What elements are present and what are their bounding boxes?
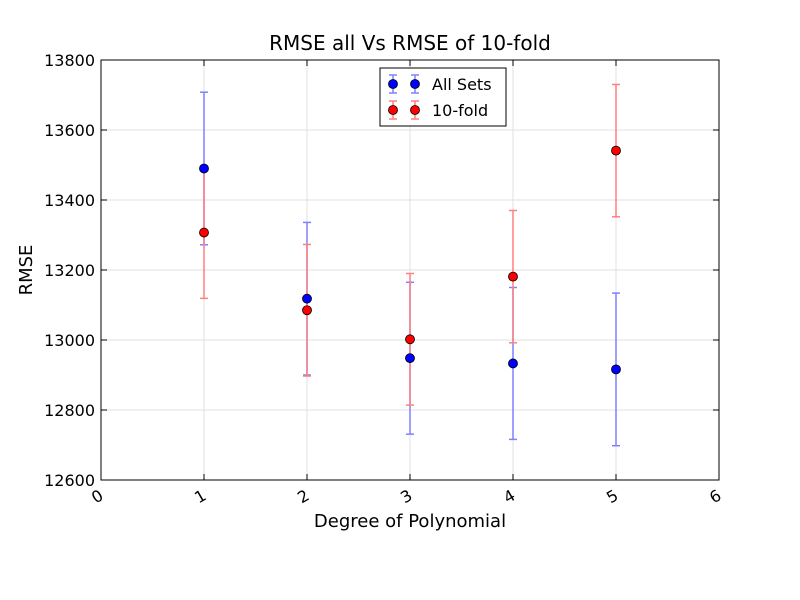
legend-label: 10-fold	[432, 101, 488, 120]
data-point	[508, 271, 518, 282]
y-axis-label: RMSE	[16, 245, 37, 296]
data-point	[302, 305, 312, 316]
y-tick-label: 13800	[44, 51, 95, 70]
y-tick-label: 12800	[44, 401, 95, 420]
y-tick-label: 12600	[44, 471, 95, 490]
y-tick-label: 13000	[44, 331, 95, 350]
data-point	[611, 145, 621, 156]
legend-box	[379, 67, 507, 127]
y-tick-label: 13600	[44, 121, 95, 140]
data-point	[508, 358, 518, 369]
legend-marker	[388, 105, 398, 115]
markers-all-sets	[199, 163, 621, 375]
legend: All Sets 10-fold	[379, 67, 507, 127]
legend-label: All Sets	[432, 75, 492, 94]
chart-title: RMSE all Vs RMSE of 10-fold	[269, 31, 551, 55]
data-point	[405, 353, 415, 364]
legend-marker	[410, 79, 420, 89]
markers-ten-fold	[199, 145, 621, 345]
series-layer	[199, 83, 621, 447]
data-point	[302, 293, 312, 304]
y-tick-label: 13400	[44, 191, 95, 210]
data-point	[199, 163, 209, 174]
data-point	[405, 334, 415, 345]
legend-marker	[388, 79, 398, 89]
legend-marker	[410, 105, 420, 115]
data-point	[199, 227, 209, 238]
y-tick-label: 13200	[44, 261, 95, 280]
x-axis-label: Degree of Polynomial	[314, 511, 506, 532]
data-point	[611, 364, 621, 375]
